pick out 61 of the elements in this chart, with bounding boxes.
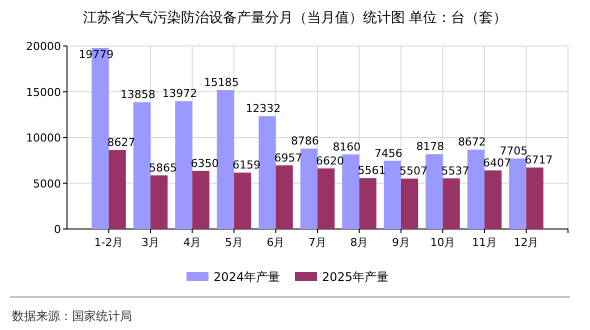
data-label: 8786 [290,134,319,148]
data-label: 5865 [149,161,178,174]
data-label: 8178 [416,140,444,154]
y-tick-label: 5000 [33,177,61,190]
bar [318,168,335,229]
y-tick-label: 0 [54,223,61,236]
bar [276,165,293,229]
bar [108,150,126,229]
data-label: 19779 [78,48,114,62]
bar [484,170,502,229]
data-label: 6407 [483,156,512,170]
y-tick-label: 10000 [26,132,61,144]
x-tick-label: 10月 [430,236,456,249]
data-label: 6957 [274,151,302,164]
data-label: 13858 [120,88,156,102]
data-label: 5561 [358,164,386,178]
data-label: 8627 [107,136,136,150]
bar [401,178,418,229]
source-note: 数据来源：国家统计局 [12,309,132,323]
bar [234,172,252,229]
data-label: 7456 [374,146,402,160]
bar [359,178,376,229]
y-tick-label: 15000 [26,86,61,99]
legend-label: 2024年产量 [214,270,280,284]
y-tick-label: 20000 [26,40,61,53]
chart-title: 江苏省大气污染防治设备产量分月（当月值）统计图 单位：台（套） [82,10,508,26]
data-label: 8160 [332,140,361,154]
bar [442,178,460,229]
x-tick-label: 3月 [142,236,160,249]
data-label: 6350 [190,156,219,170]
data-label: 5507 [400,164,428,178]
x-tick-label: 11月 [472,236,497,249]
bar [426,154,443,229]
data-label: 8672 [458,136,486,149]
bar [175,101,192,229]
bar [192,170,210,229]
bar [509,158,526,229]
bar [258,116,276,229]
bar [342,154,360,229]
x-tick-label: 9月 [392,236,410,249]
bar [526,168,544,229]
x-tick-label: 4月 [183,236,202,249]
bar [467,150,484,229]
data-label: 6159 [232,158,261,172]
data-label: 15185 [204,76,239,90]
x-tick-label: 8月 [350,236,368,249]
bar [216,90,234,229]
x-tick-label: 6月 [266,236,285,249]
x-tick-label: 7月 [308,236,326,249]
bar [300,148,318,229]
bar [133,102,150,229]
legend-label: 2025年产量 [322,270,389,284]
x-tick-label: 12月 [514,236,539,249]
data-label: 12332 [246,102,281,116]
bar [150,175,168,229]
x-tick-label: 5月 [225,236,243,249]
data-label: 5537 [441,164,470,178]
data-label: 13972 [162,87,198,100]
bar [384,160,401,229]
x-tick-label: 1-2月 [94,236,124,249]
data-label: 6620 [316,154,344,168]
